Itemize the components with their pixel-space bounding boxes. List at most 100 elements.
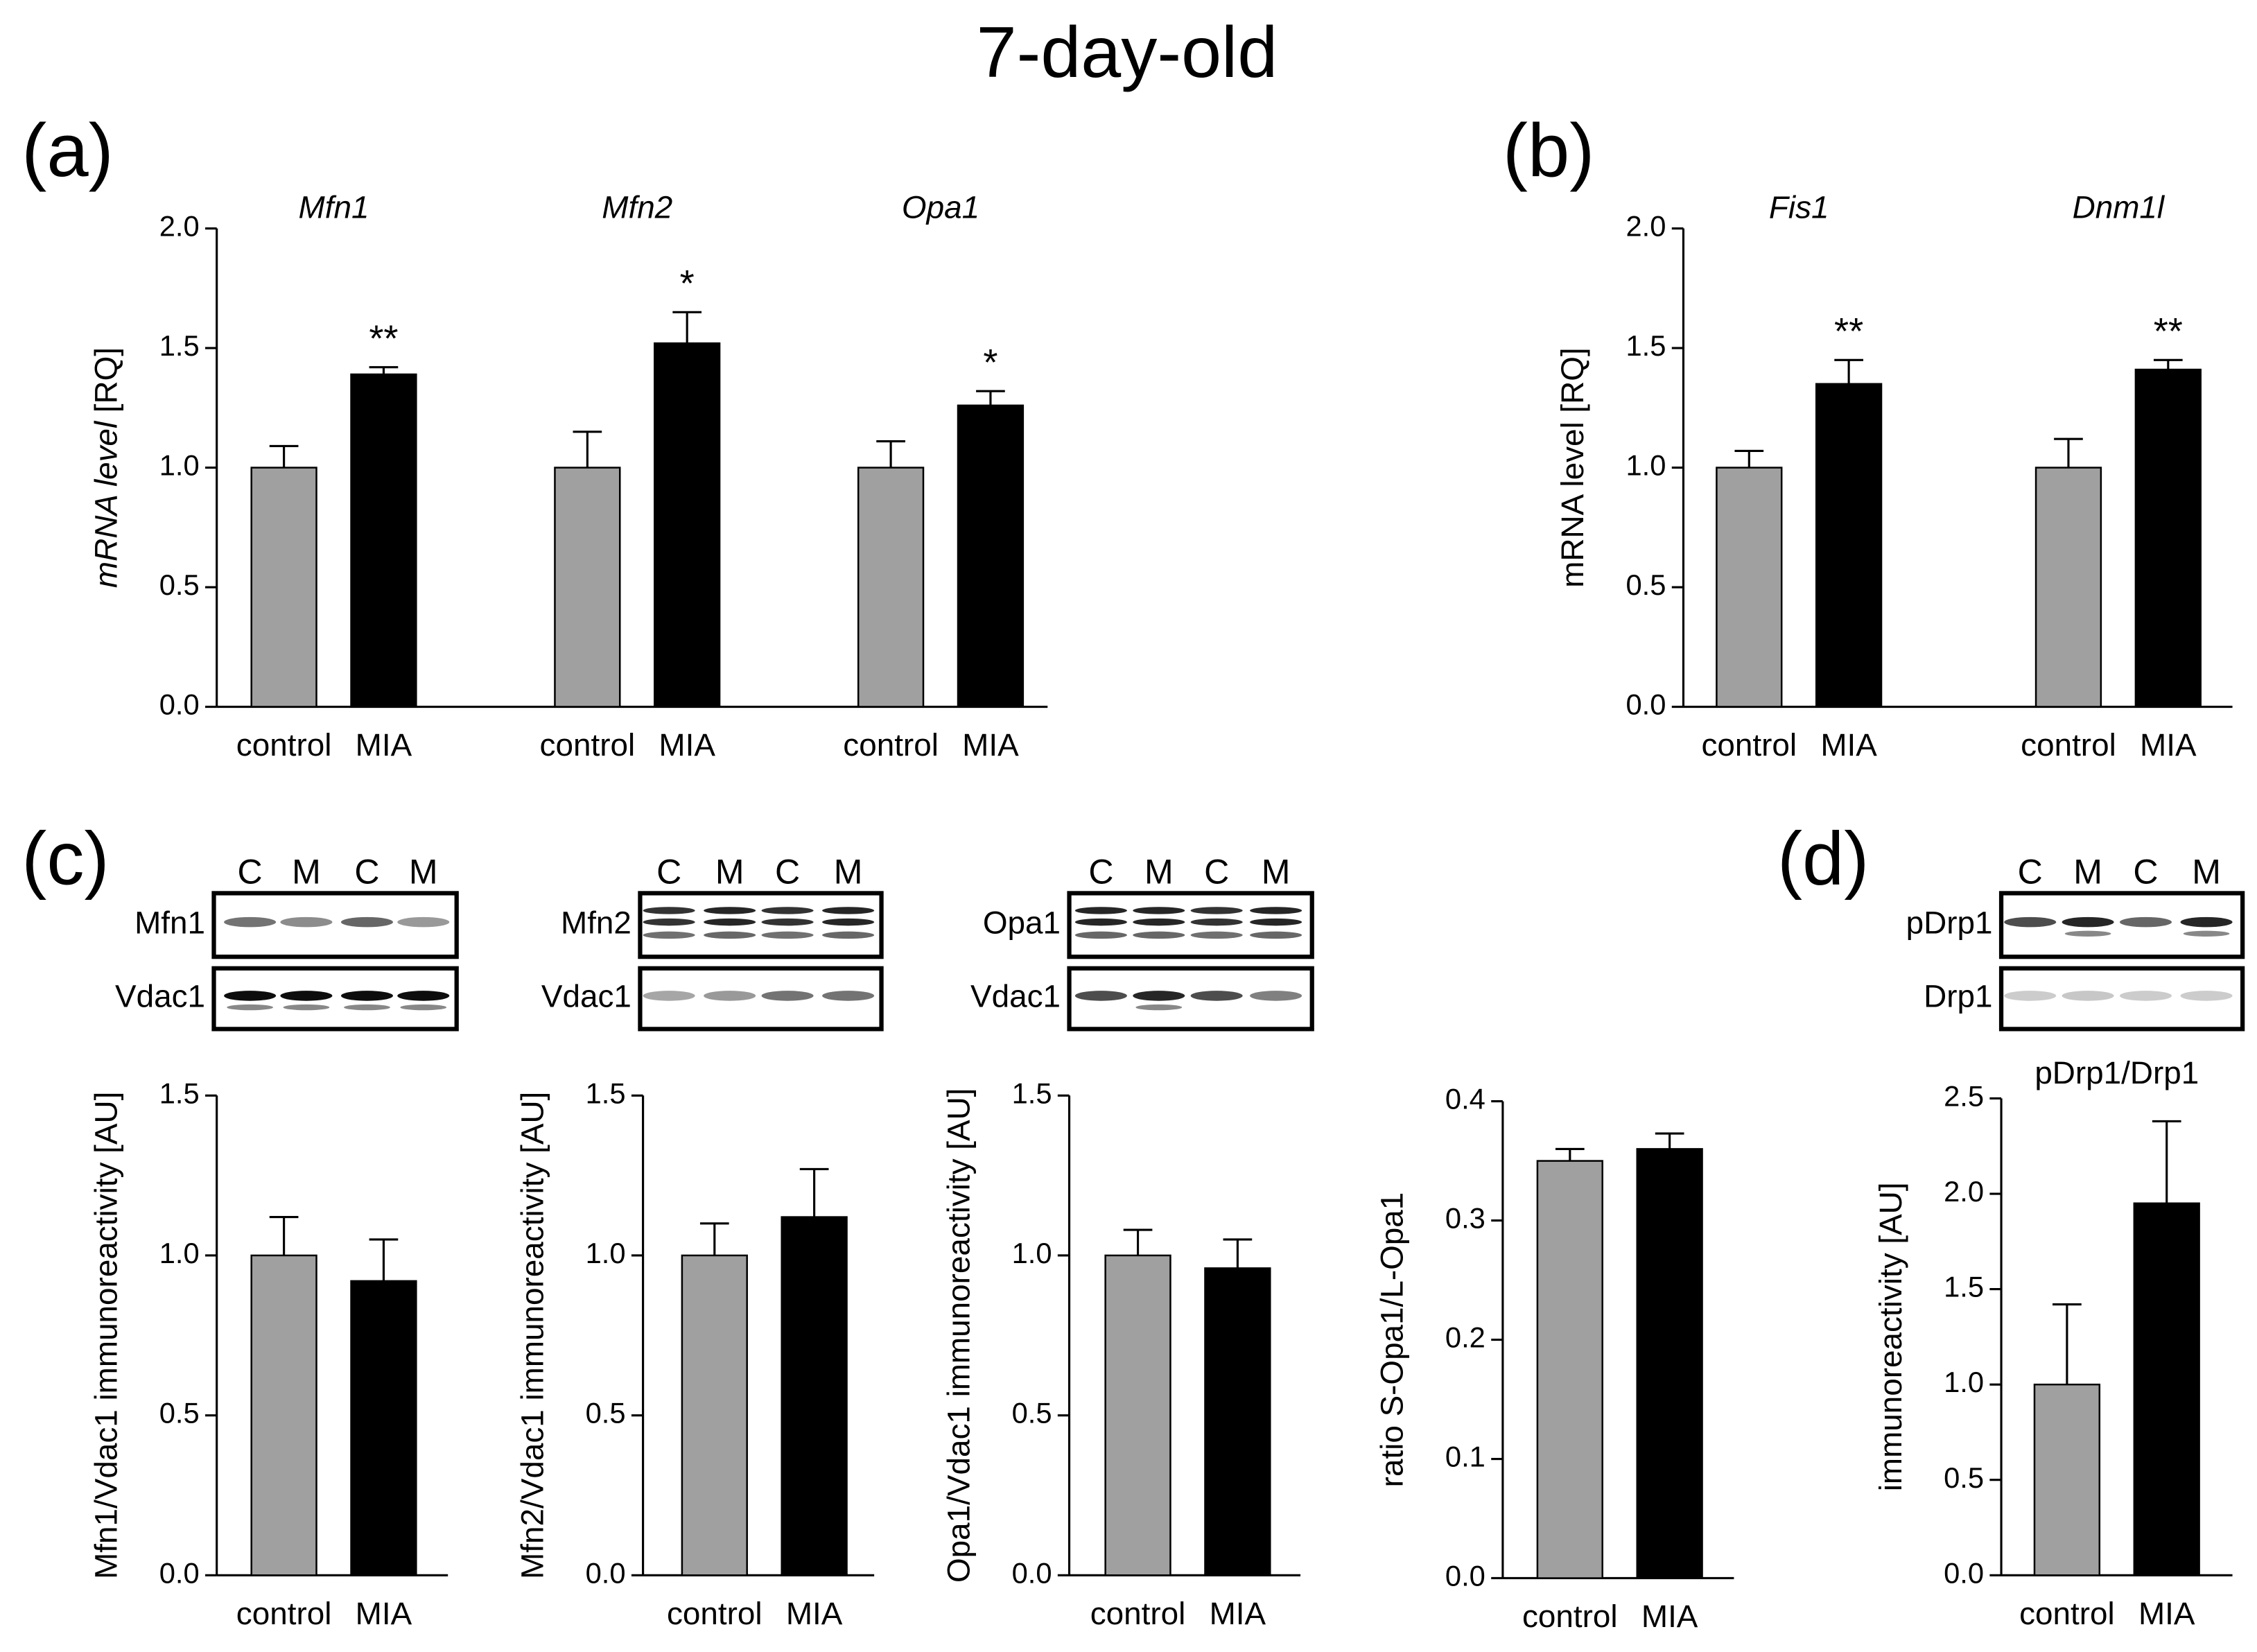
lane-label: C [1204, 853, 1229, 892]
series-label: control [540, 727, 636, 763]
bar [1636, 1148, 1703, 1579]
y-tick-label: 2.0 [1944, 1175, 1984, 1208]
series-label: MIA [786, 1595, 843, 1631]
y-tick-label: 2.5 [1944, 1079, 1984, 1112]
y-tick-label: 0.0 [159, 1556, 200, 1589]
series-label: MIA [1210, 1595, 1266, 1631]
lane-label: M [1262, 853, 1291, 892]
category-label: Opa1 [902, 189, 979, 225]
y-axis-label: mRNA level [RQ] [87, 347, 123, 588]
row-label: Mfn2 [561, 904, 631, 940]
series-label: MIA [2138, 1595, 2195, 1631]
blot-band [761, 907, 814, 914]
blot-band [2062, 991, 2114, 1001]
blot-band [340, 916, 393, 928]
bar [250, 467, 317, 708]
blot-band [822, 918, 875, 926]
row-label: Vdac1 [541, 978, 631, 1014]
chart-title: pDrp1/Drp1 [2034, 1054, 2199, 1090]
error-bar [2153, 358, 2183, 370]
error-bar [269, 444, 299, 468]
blot-band [2180, 916, 2233, 928]
y-tick-label: 0.2 [1445, 1321, 1485, 1354]
blot-band [1133, 918, 1185, 926]
row-label: Drp1 [1924, 978, 1992, 1014]
row-label: Mfn1 [134, 904, 205, 940]
error-bar [2054, 437, 2083, 468]
blot-band [280, 916, 333, 928]
bar [957, 404, 1025, 708]
y-tick-label: 1.0 [1012, 1237, 1052, 1269]
blot-band [761, 991, 814, 1001]
lane-label: C [2133, 853, 2158, 892]
bar [1204, 1267, 1271, 1576]
y-tick-label: 0.0 [1445, 1560, 1485, 1592]
category-label: Dnm1l [2073, 189, 2166, 225]
blot-band [1133, 931, 1185, 939]
blot-band [643, 991, 695, 1001]
blot-band [761, 931, 814, 939]
y-tick-label: 0.5 [159, 568, 200, 601]
lane-label: M [2073, 853, 2102, 892]
blot-band [2183, 930, 2230, 937]
bar [2133, 1202, 2200, 1576]
y-axis-label: Mfn1/Vdac1 immunoreactivity [AU] [87, 1092, 123, 1579]
y-tick-label: 0.5 [1944, 1461, 1984, 1494]
y-tick-label: 1.5 [586, 1077, 626, 1109]
y-tick-label: 0.5 [586, 1397, 626, 1429]
blot-band [397, 991, 450, 1001]
y-axis-label: immunoreactivity [AU] [1872, 1182, 1908, 1491]
error-bar [1223, 1238, 1253, 1269]
series-label: MIA [659, 727, 715, 763]
bar [654, 342, 721, 708]
blot-band [224, 916, 277, 928]
y-tick-label: 0.5 [1626, 568, 1666, 601]
error-bar [2152, 1120, 2181, 1203]
bar [781, 1216, 848, 1576]
lane-label: C [238, 853, 263, 892]
blot-band [1074, 991, 1127, 1001]
series-label: MIA [1820, 727, 1877, 763]
error-bar [799, 1167, 829, 1217]
bar [1716, 467, 1783, 708]
series-label: control [1090, 1595, 1186, 1631]
lane-label: C [354, 853, 379, 892]
blot-band [643, 907, 695, 914]
lane-label: M [834, 853, 863, 892]
y-tick-label: 0.0 [586, 1556, 626, 1589]
error-bar [1655, 1132, 1684, 1149]
bar [1104, 1254, 1171, 1576]
y-tick-label: 1.0 [1626, 449, 1666, 482]
error-bar [269, 1216, 299, 1255]
lane-label: M [292, 853, 321, 892]
y-tick-label: 1.5 [159, 1077, 200, 1109]
blot-band [344, 1004, 390, 1011]
panel-label: (d) [1777, 816, 1869, 900]
bar [250, 1254, 317, 1576]
bar [2033, 1383, 2101, 1576]
blot-band [1074, 918, 1127, 926]
error-bar [573, 431, 602, 468]
blot-band [2062, 916, 2114, 928]
error-bar [1834, 358, 1863, 384]
blot-band [1250, 918, 1302, 926]
y-tick-label: 0.0 [1012, 1556, 1052, 1589]
bar [681, 1254, 748, 1576]
series-label: control [667, 1595, 762, 1631]
blot-band [1133, 907, 1185, 914]
blot-band [340, 991, 393, 1001]
category-label: Mfn2 [602, 189, 672, 225]
y-tick-label: 0.4 [1445, 1083, 1485, 1115]
blot-band [2119, 991, 2172, 1001]
blot-band [822, 931, 875, 939]
series-label: control [2019, 1595, 2115, 1631]
blot-band [224, 991, 277, 1001]
blot-band [1250, 907, 1302, 914]
y-tick-label: 1.5 [1944, 1271, 1984, 1303]
y-axis-label-part: mRNA level [87, 420, 123, 588]
panel-label: (c) [21, 816, 109, 900]
blot-band [2180, 991, 2233, 1001]
series-label: MIA [962, 727, 1019, 763]
blot-band [1190, 907, 1243, 914]
